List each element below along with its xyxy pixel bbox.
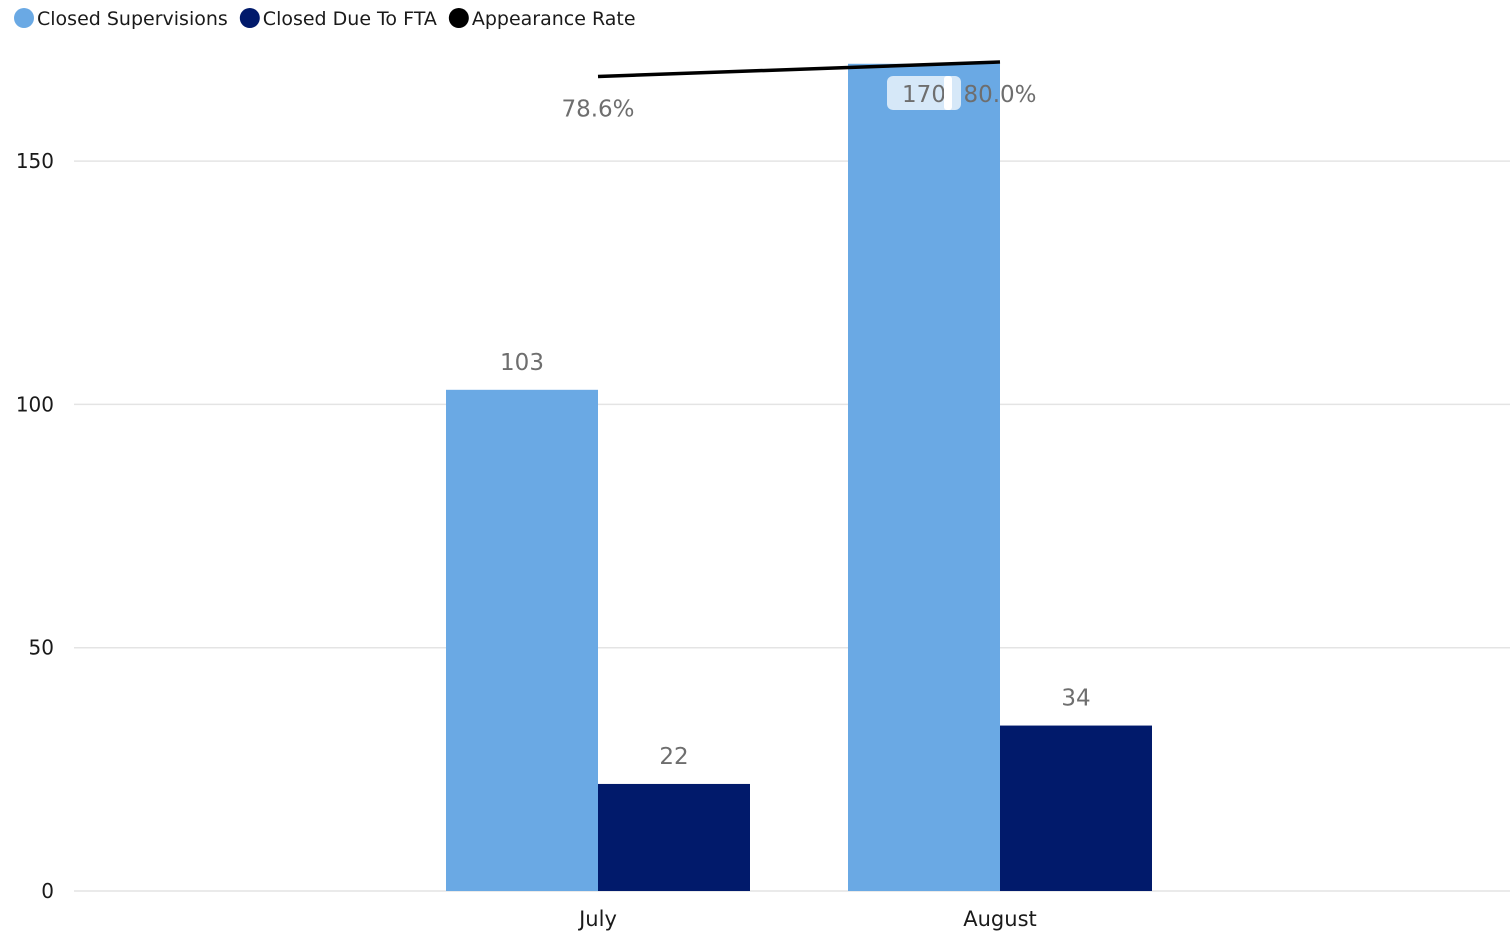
x-tick-label: July <box>577 907 617 931</box>
legend-label[interactable]: Closed Supervisions <box>37 8 228 30</box>
line-appearance-rate[interactable] <box>597 60 1001 79</box>
y-tick-label: 50 <box>29 636 54 660</box>
data-label-background <box>887 76 961 110</box>
legend-marker <box>448 8 469 28</box>
legend-marker <box>239 8 260 28</box>
data-label: 80.0% <box>963 82 1036 108</box>
legend-label[interactable]: Closed Due To FTA <box>263 8 437 30</box>
data-label: 170 <box>902 82 946 108</box>
y-tick-label: 0 <box>41 879 54 903</box>
y-tick-label: 100 <box>16 392 54 416</box>
data-label: 34 <box>1061 686 1090 712</box>
bar-closed-due-to-fta-august[interactable] <box>1000 725 1152 891</box>
legend-marker <box>14 8 34 28</box>
x-tick-label: August <box>963 907 1037 931</box>
y-tick-label: 150 <box>16 149 54 173</box>
data-label: 22 <box>659 744 688 770</box>
bar-closed-supervisions-august[interactable] <box>848 63 1000 891</box>
bar-closed-supervisions-july[interactable] <box>446 389 598 891</box>
bar-closed-due-to-fta-july[interactable] <box>598 783 750 891</box>
data-label-separator <box>944 76 952 110</box>
data-label: 103 <box>500 350 544 376</box>
data-label: 78.6% <box>561 97 634 123</box>
legend-label[interactable]: Appearance Rate <box>472 8 636 30</box>
